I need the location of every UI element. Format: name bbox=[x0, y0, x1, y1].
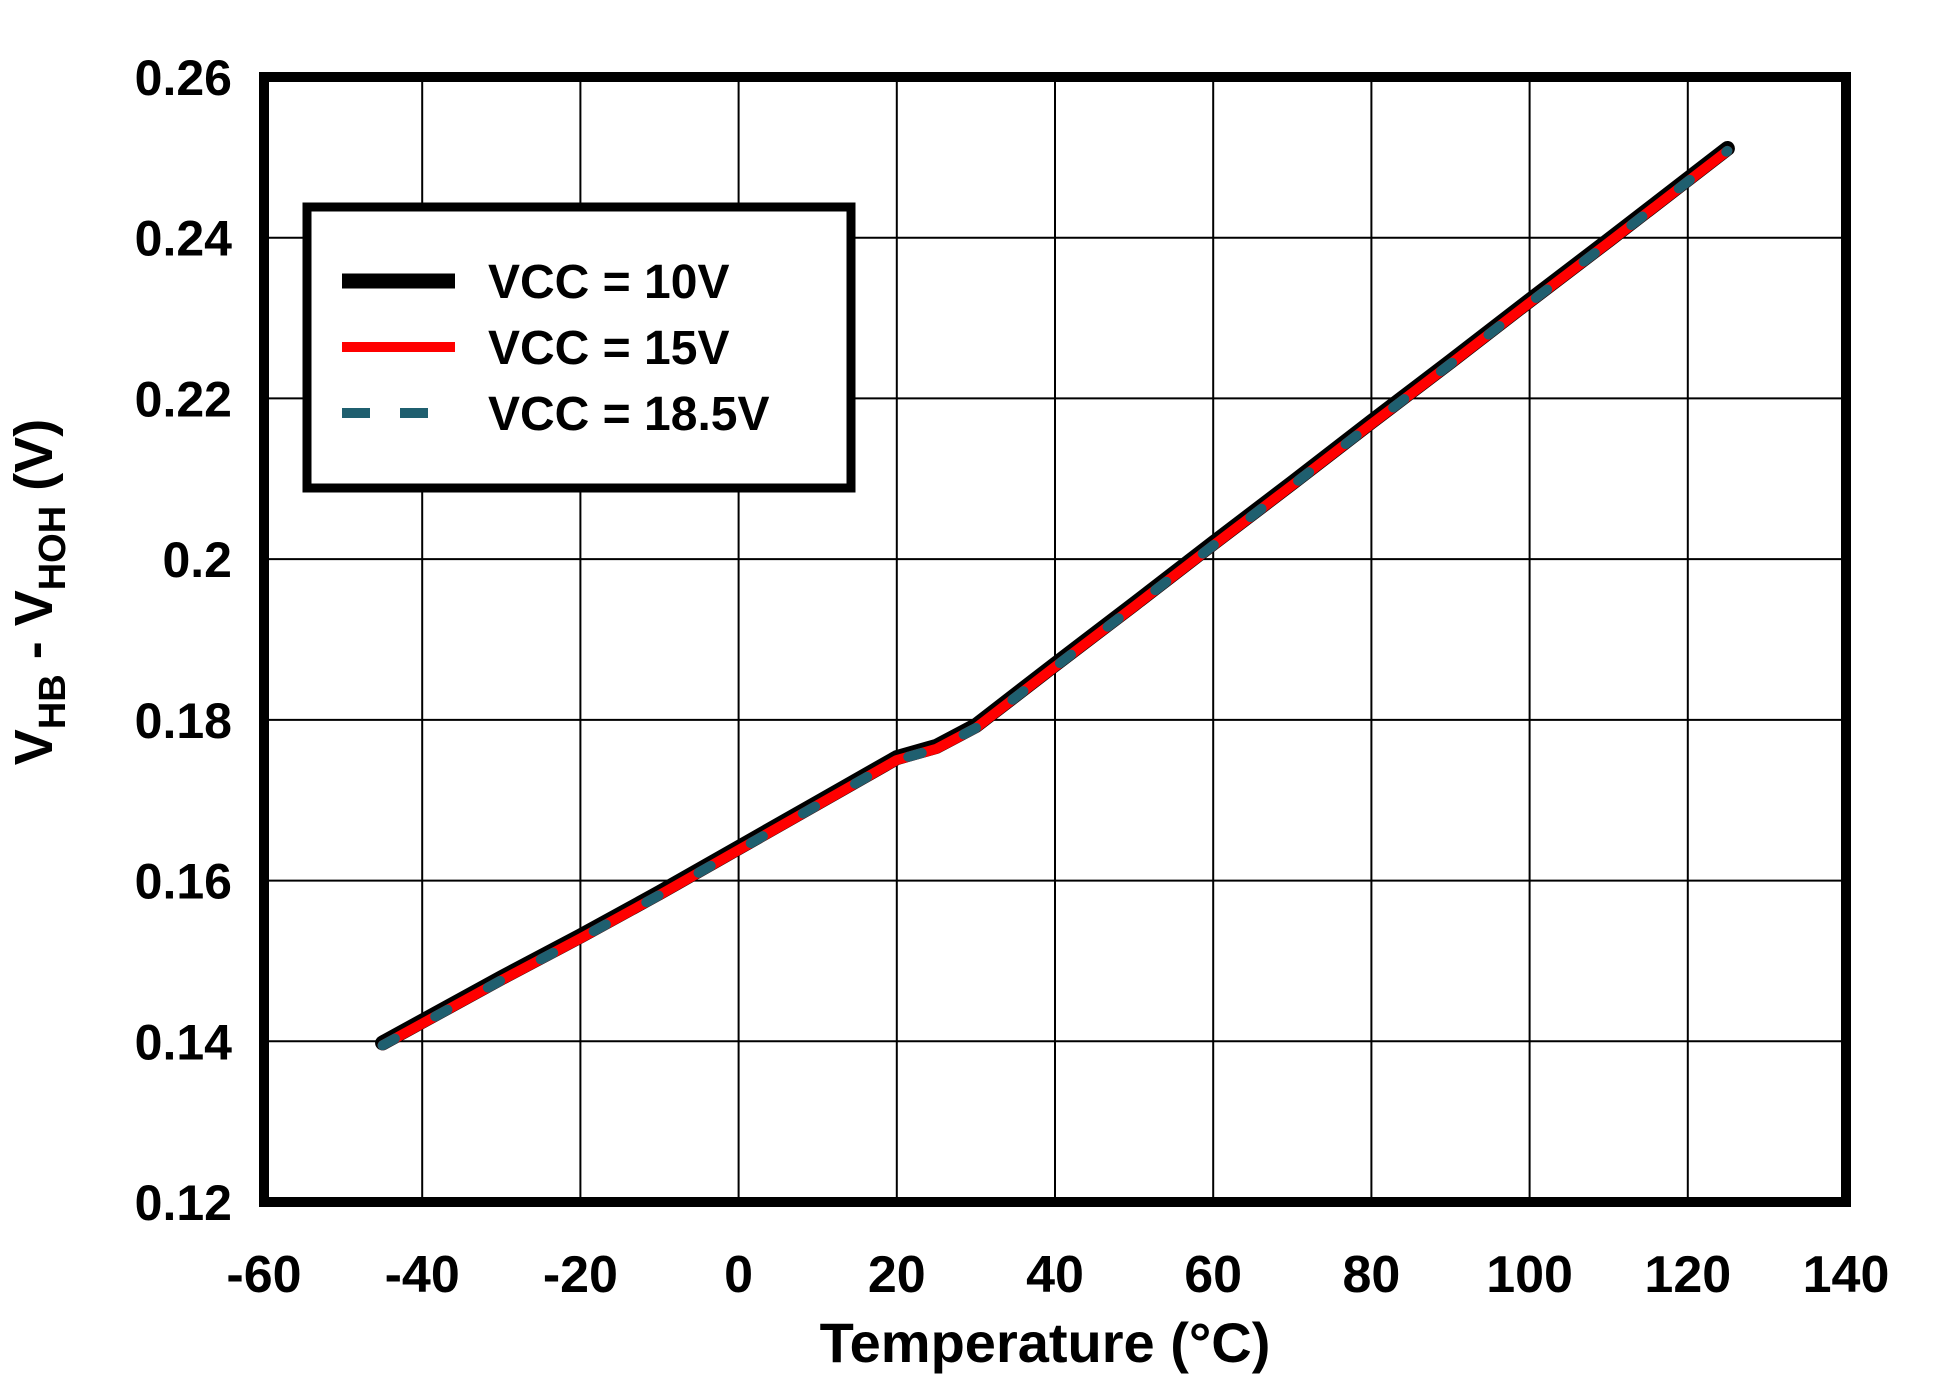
x-tick-label: -20 bbox=[543, 1246, 618, 1304]
legend-label-vcc-10v: VCC = 10V bbox=[488, 256, 729, 309]
x-tick-label: 140 bbox=[1803, 1246, 1890, 1304]
x-tick-label: 80 bbox=[1342, 1246, 1400, 1304]
x-axis-title: Temperature (°C) bbox=[820, 1311, 1271, 1374]
x-tick-label: 20 bbox=[868, 1246, 926, 1304]
x-tick-label: -60 bbox=[226, 1246, 301, 1304]
legend-label-vcc-18.5v: VCC = 18.5V bbox=[488, 388, 769, 441]
y-tick-label: 0.14 bbox=[135, 1014, 233, 1070]
x-tick-label: 100 bbox=[1486, 1246, 1573, 1304]
y-tick-label: 0.18 bbox=[135, 693, 232, 749]
y-tick-label: 0.26 bbox=[135, 50, 232, 106]
series-vcc-18.5v-line bbox=[377, 145, 1733, 1051]
x-tick-label: 120 bbox=[1644, 1246, 1731, 1304]
x-tick-label: 40 bbox=[1026, 1246, 1084, 1304]
y-tick-label: 0.12 bbox=[135, 1175, 232, 1231]
x-tick-label: 0 bbox=[724, 1246, 753, 1304]
y-axis-title: VHB - VHOH (V) bbox=[4, 419, 74, 765]
y-tick-label: 0.24 bbox=[135, 211, 233, 267]
legend-label-vcc-15v: VCC = 15V bbox=[488, 322, 729, 375]
plot-border bbox=[259, 72, 1851, 1207]
x-tick-label: -40 bbox=[385, 1246, 460, 1304]
y-tick-label: 0.22 bbox=[135, 371, 232, 427]
legend: VCC = 10V VCC = 15V VCC = 18.5V bbox=[302, 202, 856, 493]
y-tick-label: 0.2 bbox=[162, 532, 232, 588]
y-tick-label: 0.16 bbox=[135, 854, 232, 910]
x-tick-label: 60 bbox=[1184, 1246, 1242, 1304]
